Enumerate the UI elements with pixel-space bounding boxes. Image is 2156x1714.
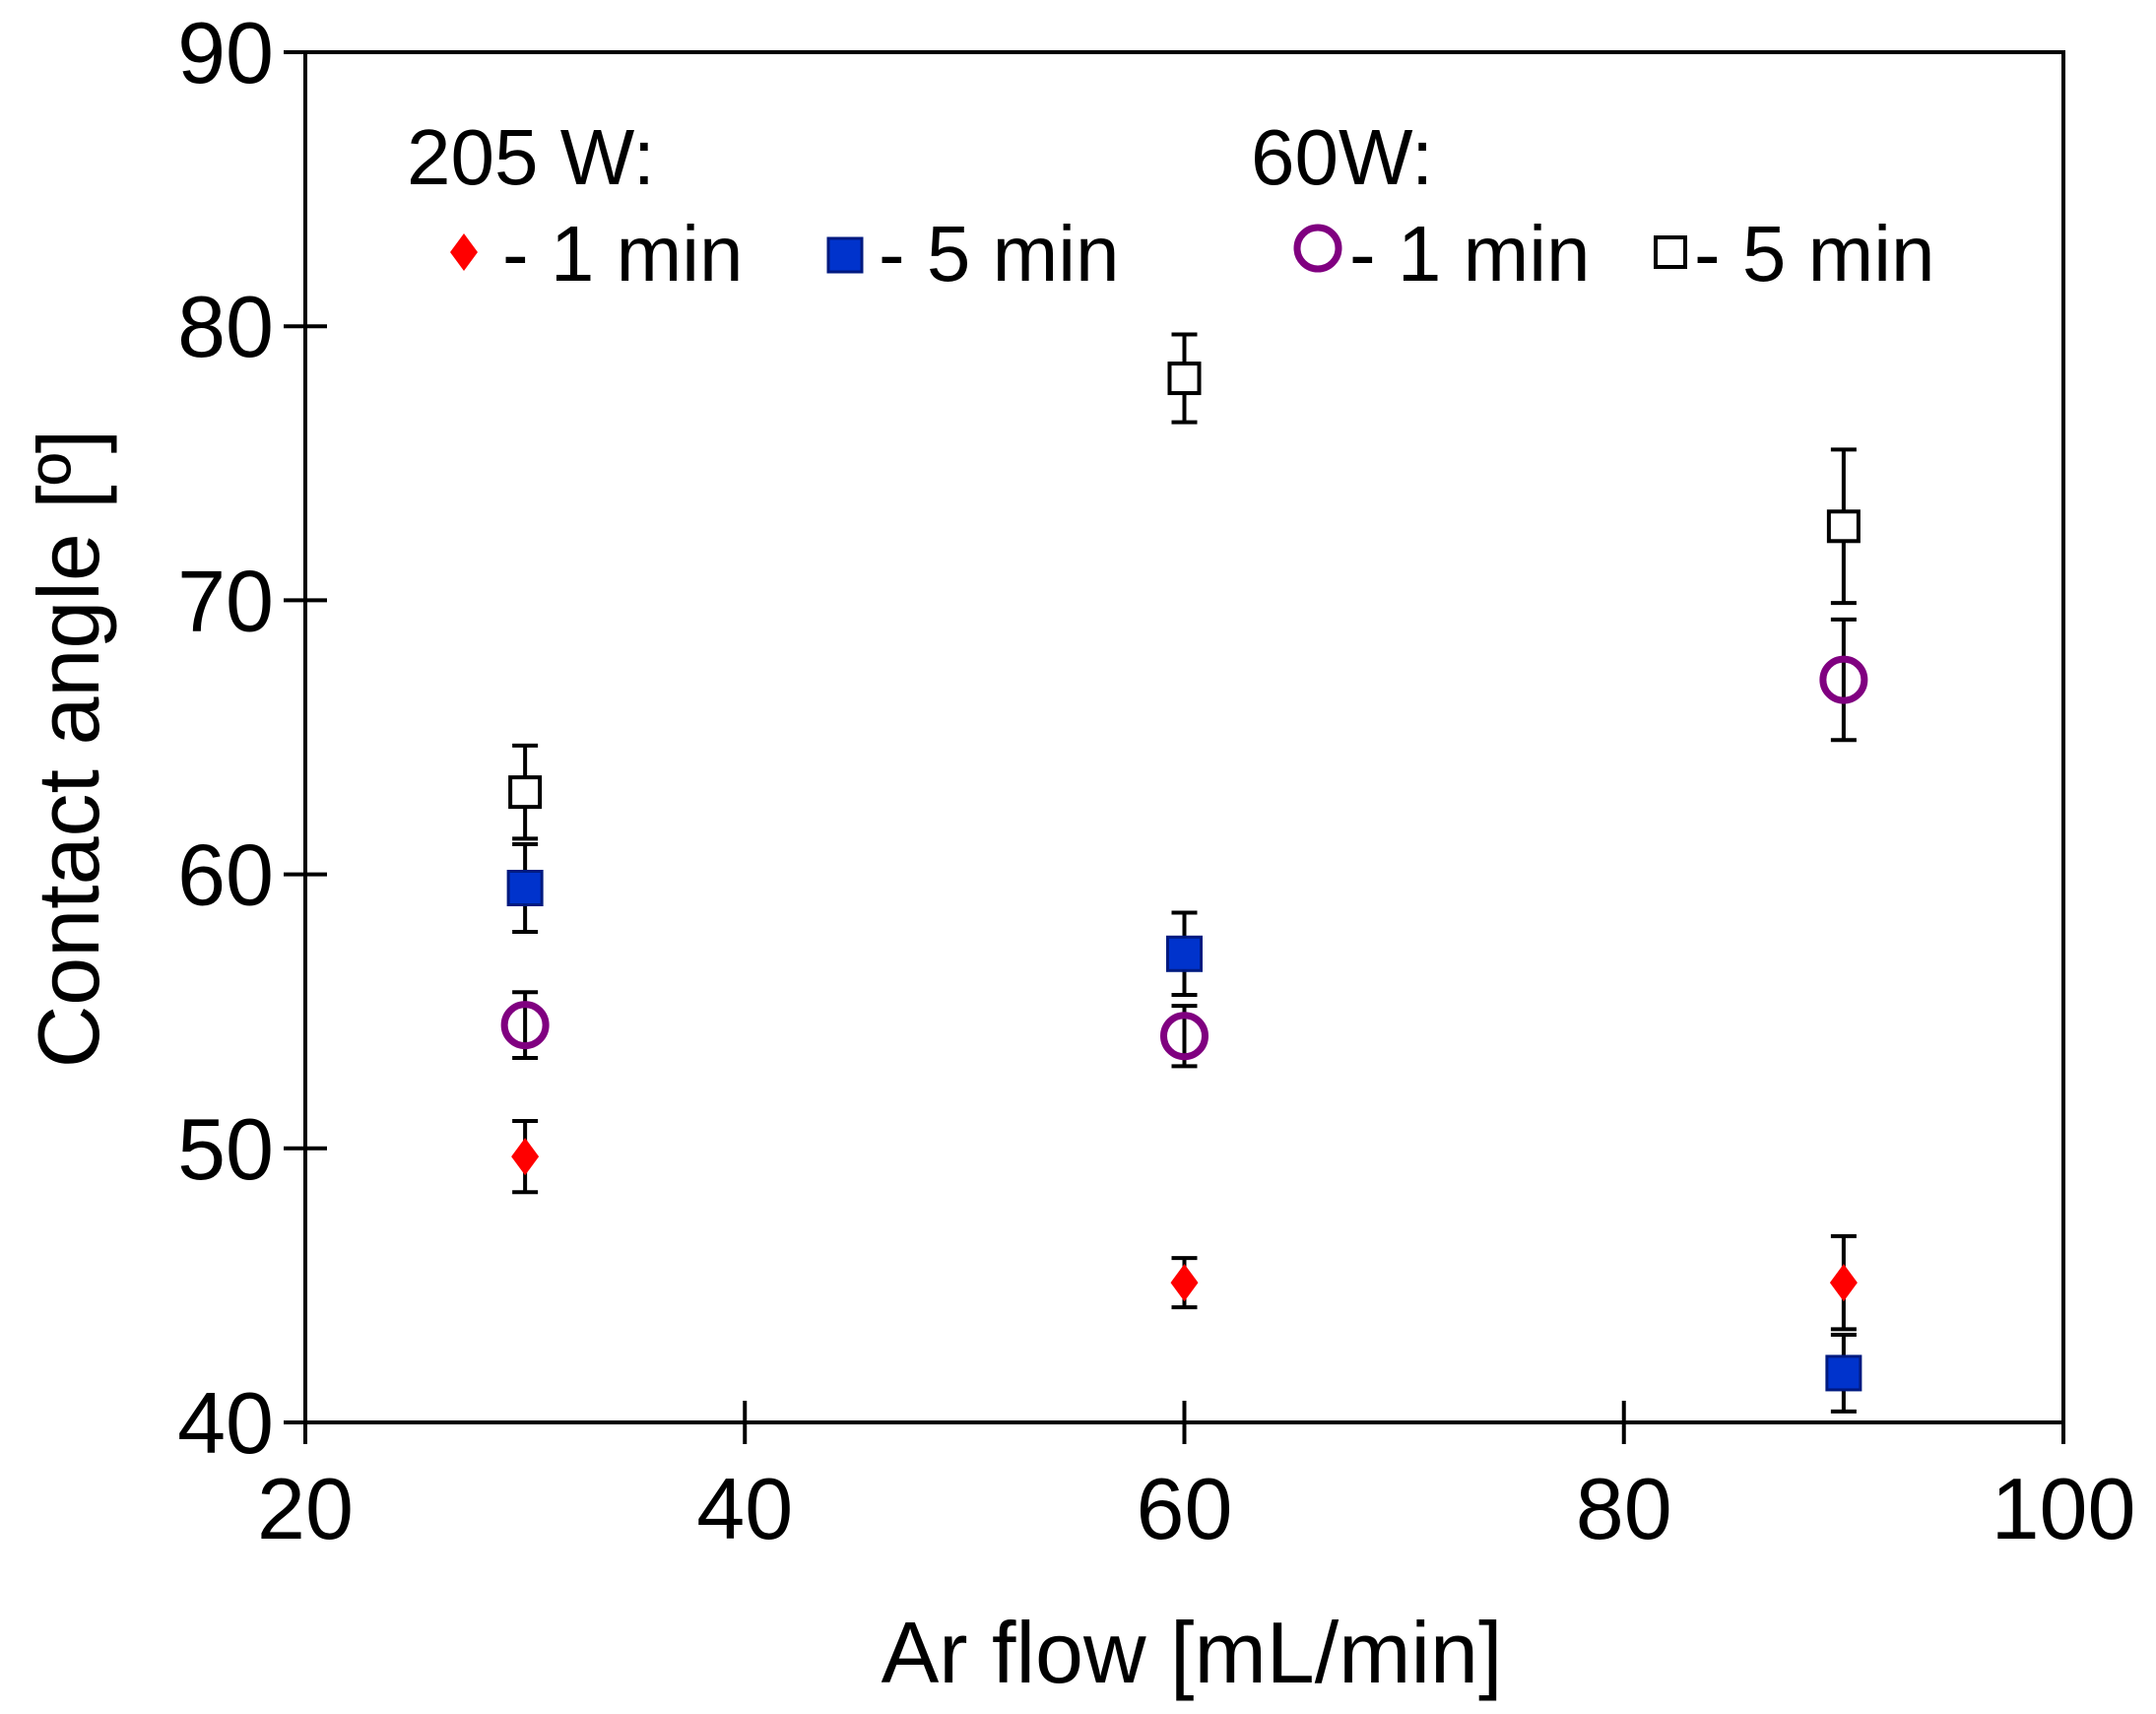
y-tick-label: 40 — [177, 1374, 274, 1472]
y-tick-label: 60 — [177, 826, 274, 924]
legend-marker-shape — [450, 233, 478, 271]
data-point — [500, 1001, 550, 1050]
data-point — [1160, 1012, 1209, 1061]
series-3 — [508, 332, 1861, 841]
legend-marker-shape — [826, 236, 864, 274]
x-tick-label: 60 — [1137, 1460, 1233, 1557]
legend: 205 W: 60W: - 1 min - 5 min - 1 min - 5 … — [407, 113, 1935, 297]
x-tick-label: 100 — [1992, 1460, 2136, 1557]
data-point — [511, 1138, 540, 1176]
x-tick-label: 20 — [257, 1460, 354, 1557]
legend-marker-shape — [1654, 235, 1687, 269]
data-point — [506, 870, 544, 907]
data-point — [1825, 1354, 1862, 1392]
y-axis-title: Contact angle [º] — [20, 429, 117, 1069]
x-axis-title: Ar flow [mL/min] — [882, 1604, 1503, 1701]
data-point — [1170, 1264, 1199, 1302]
series-1 — [506, 841, 1862, 1414]
legend-marker-60w-1min — [1293, 224, 1342, 273]
data-point — [1829, 1264, 1858, 1302]
data-point — [1166, 935, 1203, 972]
legend-marker-60w-5min — [1654, 235, 1687, 269]
legend-marker-shape — [1293, 224, 1342, 273]
data-point — [1826, 509, 1861, 544]
x-tick-label: 40 — [696, 1460, 793, 1557]
y-tick-label: 70 — [177, 552, 274, 649]
x-tick-label: 80 — [1576, 1460, 1672, 1557]
legend-group-title-205w: 205 W: — [407, 113, 655, 201]
legend-label-205w-1min: - 1 min — [502, 210, 744, 297]
legend-group-title-60w: 60W: — [1251, 113, 1433, 201]
legend-marker-205w-5min — [826, 236, 864, 274]
y-tick-label: 50 — [177, 1100, 274, 1198]
data-point — [1167, 362, 1202, 396]
data-point — [508, 775, 543, 810]
series-2 — [500, 617, 1868, 1069]
data-points — [500, 332, 1868, 1414]
legend-label-205w-5min: - 5 min — [879, 210, 1120, 297]
series-0 — [511, 1118, 1858, 1332]
data-point — [1819, 655, 1868, 704]
y-tick-label: 80 — [177, 278, 274, 375]
y-tick-label: 90 — [177, 4, 274, 101]
legend-marker-205w-1min — [450, 233, 478, 271]
legend-label-60w-5min: - 5 min — [1694, 210, 1935, 297]
legend-label-60w-1min: - 1 min — [1349, 210, 1591, 297]
